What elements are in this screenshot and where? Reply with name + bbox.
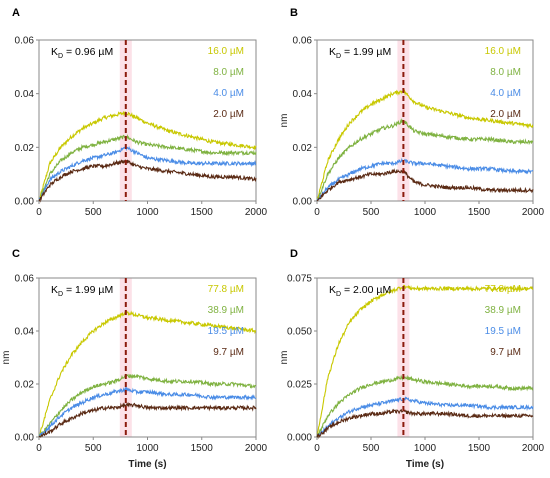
- legend-entry: 38.9 µM: [485, 305, 521, 316]
- legend-entry: 16.0 µM: [485, 46, 521, 57]
- series-line: [316, 168, 534, 202]
- x-axis-label: Time (s): [128, 459, 166, 470]
- y-tick-label: 0.000: [287, 433, 312, 444]
- y-tick-label: 0.050: [287, 327, 312, 338]
- kd-annotation: KD = 1.99 µM: [329, 46, 391, 60]
- x-tick-label: 1500: [468, 443, 491, 454]
- series-line: [316, 89, 534, 202]
- y-tick-label: 0.04: [293, 89, 313, 100]
- x-tick-label: 1000: [414, 443, 437, 454]
- legend-entry: 38.9 µM: [208, 305, 244, 316]
- legend-entry: 77.8 µM: [485, 284, 521, 295]
- panel-label: D: [290, 248, 298, 260]
- legend-entry: 19.5 µM: [208, 326, 244, 337]
- legend-entry: 4.0 µM: [490, 88, 521, 99]
- x-tick-label: 0: [314, 443, 320, 454]
- y-tick-label: 0.02: [15, 380, 35, 391]
- x-tick-label: 1500: [191, 207, 214, 218]
- x-axis-label: Time (s): [406, 459, 444, 470]
- y-tick-label: 0.00: [15, 197, 35, 208]
- panel-label: A: [12, 7, 20, 19]
- series-line: [316, 157, 534, 202]
- y-tick-label: 0.02: [293, 143, 313, 154]
- x-tick-label: 1500: [191, 443, 214, 454]
- y-tick-label: 0.06: [15, 36, 35, 47]
- x-tick-label: 1000: [136, 207, 159, 218]
- kd-symbol: K: [329, 284, 336, 296]
- x-tick-label: 1500: [468, 207, 491, 218]
- x-tick-label: 2000: [245, 207, 268, 218]
- y-axis-label: nm: [279, 351, 290, 365]
- kd-symbol: K: [329, 46, 336, 58]
- x-tick-label: 0: [314, 207, 320, 218]
- kd-value: = 1.99 µM: [341, 46, 391, 58]
- x-tick-label: 0: [36, 207, 42, 218]
- y-tick-label: 0.04: [15, 89, 35, 100]
- y-tick-label: 0.00: [293, 197, 313, 208]
- kd-value: = 0.96 µM: [63, 46, 113, 58]
- kd-annotation: KD = 1.99 µM: [51, 284, 113, 298]
- plot-frame: [38, 39, 257, 202]
- x-tick-label: 0: [36, 443, 42, 454]
- legend-entry: 19.5 µM: [485, 326, 521, 337]
- x-tick-label: 2000: [245, 443, 268, 454]
- legend-entry: 9.7 µM: [490, 347, 521, 358]
- legend-entry: 4.0 µM: [213, 88, 244, 99]
- legend-entry: 2.0 µM: [490, 109, 521, 120]
- y-axis-label: nm: [1, 351, 12, 365]
- kd-symbol: K: [51, 284, 58, 296]
- y-tick-label: 0.04: [15, 327, 35, 338]
- x-tick-label: 1000: [414, 207, 437, 218]
- series-line: [38, 159, 257, 203]
- legend-entry: 2.0 µM: [213, 109, 244, 120]
- x-tick-label: 2000: [522, 207, 545, 218]
- series-line: [38, 373, 257, 438]
- kd-value: = 1.99 µM: [63, 284, 113, 296]
- y-tick-label: 0.075: [287, 274, 312, 285]
- y-tick-label: 0.02: [15, 143, 35, 154]
- legend-entry: 8.0 µM: [490, 67, 521, 78]
- x-tick-label: 2000: [522, 443, 545, 454]
- panel-label: B: [290, 7, 298, 19]
- kd-annotation: KD = 2.00 µM: [329, 284, 391, 298]
- y-tick-label: 0.06: [15, 274, 35, 285]
- y-tick-label: 0.025: [287, 380, 312, 391]
- kd-subscript: D: [336, 53, 341, 60]
- series-line: [38, 111, 257, 202]
- kd-subscript: D: [336, 291, 341, 298]
- series-line: [38, 401, 257, 438]
- y-tick-label: 0.06: [293, 36, 313, 47]
- legend-entry: 16.0 µM: [208, 46, 244, 57]
- dissociation-band: [119, 278, 132, 437]
- legend-entry: 77.8 µM: [208, 284, 244, 295]
- kd-subscript: D: [58, 53, 63, 60]
- x-tick-label: 1000: [136, 443, 159, 454]
- x-tick-label: 500: [363, 443, 380, 454]
- series-line: [316, 284, 534, 438]
- series-line: [316, 374, 534, 438]
- y-tick-label: 0.00: [15, 433, 35, 444]
- series-line: [316, 396, 534, 438]
- kd-subscript: D: [58, 291, 63, 298]
- series-line: [38, 386, 257, 438]
- x-tick-label: 500: [85, 443, 102, 454]
- legend-entry: 9.7 µM: [213, 347, 244, 358]
- kd-annotation: KD = 0.96 µM: [51, 46, 113, 60]
- x-tick-label: 500: [363, 207, 380, 218]
- legend-entry: 8.0 µM: [213, 67, 244, 78]
- series-line: [38, 309, 257, 438]
- panel-label: C: [12, 248, 20, 260]
- y-axis-label: nm: [279, 114, 290, 128]
- series-line: [316, 118, 534, 202]
- series-line: [38, 133, 257, 202]
- series-line: [316, 408, 534, 440]
- x-tick-label: 500: [85, 207, 102, 218]
- series-line: [38, 146, 257, 202]
- kd-value: = 2.00 µM: [341, 284, 391, 296]
- kd-symbol: K: [51, 46, 58, 58]
